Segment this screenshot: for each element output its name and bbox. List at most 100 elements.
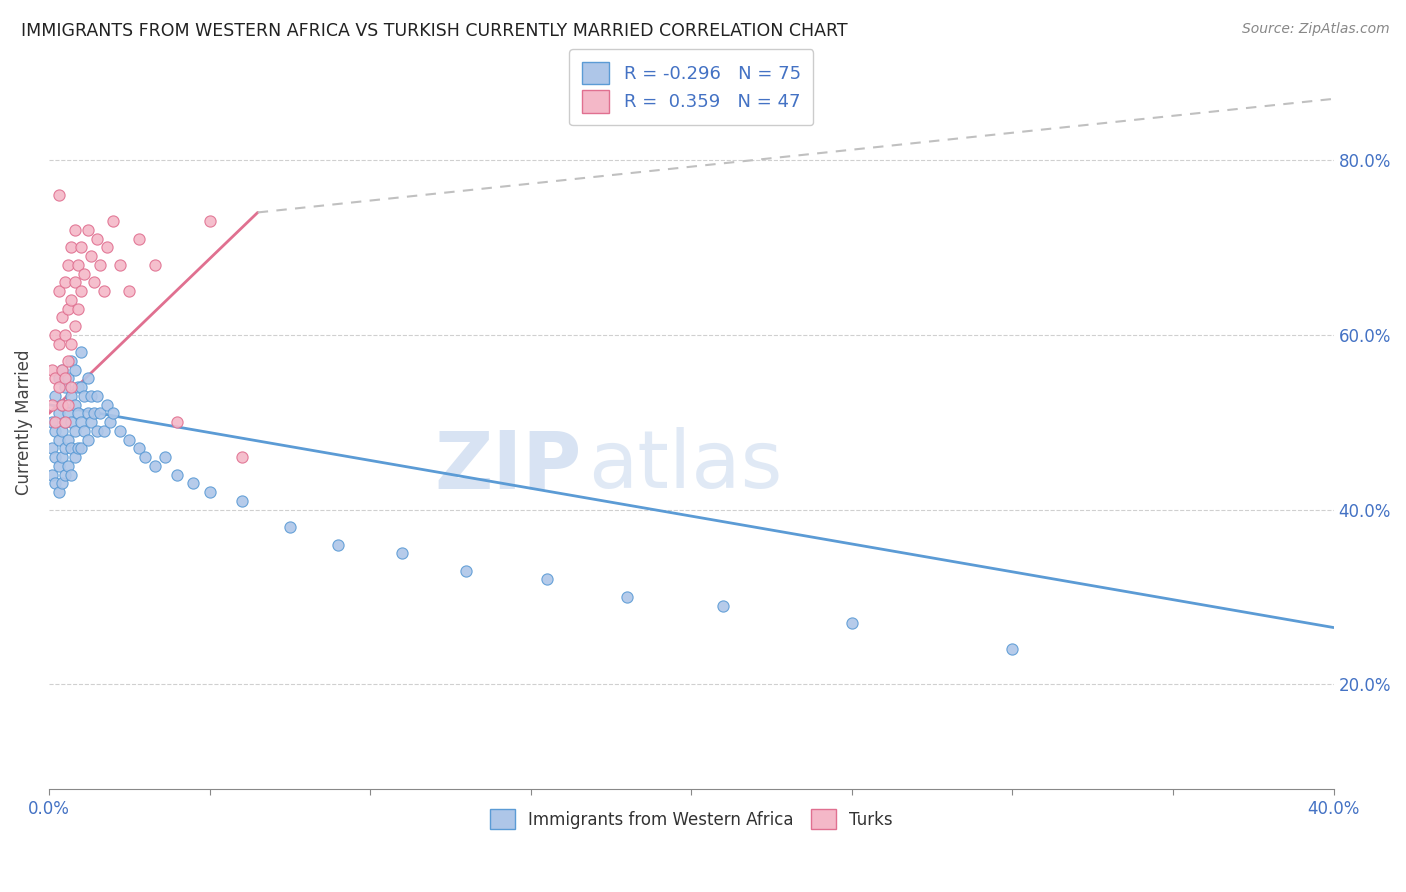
- Point: [51, 363, 73, 377]
- Point: [60, 467, 83, 482]
- Point: [118, 433, 141, 447]
- Point: [536, 573, 558, 587]
- Point: [60, 354, 83, 368]
- Point: [89, 258, 111, 272]
- Point: [96, 398, 118, 412]
- Point: [60, 336, 83, 351]
- Point: [66, 301, 89, 316]
- Point: [60, 442, 83, 456]
- Point: [134, 450, 156, 464]
- Point: [51, 310, 73, 325]
- Point: [73, 424, 96, 438]
- Point: [76, 371, 98, 385]
- Point: [103, 214, 125, 228]
- Point: [60, 380, 83, 394]
- Point: [41, 398, 63, 412]
- Text: atlas: atlas: [589, 427, 783, 505]
- Point: [58, 458, 80, 473]
- Point: [70, 415, 93, 429]
- Point: [51, 363, 73, 377]
- Point: [96, 240, 118, 254]
- Point: [53, 380, 76, 394]
- Point: [66, 442, 89, 456]
- Point: [48, 284, 70, 298]
- Point: [48, 406, 70, 420]
- Point: [70, 345, 93, 359]
- Point: [86, 232, 108, 246]
- Point: [58, 258, 80, 272]
- Point: [58, 371, 80, 385]
- Point: [48, 458, 70, 473]
- Point: [231, 493, 253, 508]
- Point: [143, 258, 166, 272]
- Point: [89, 406, 111, 420]
- Text: ZIP: ZIP: [434, 427, 582, 505]
- Text: IMMIGRANTS FROM WESTERN AFRICA VS TURKISH CURRENTLY MARRIED CORRELATION CHART: IMMIGRANTS FROM WESTERN AFRICA VS TURKIS…: [21, 22, 848, 40]
- Point: [48, 380, 70, 394]
- Point: [128, 442, 150, 456]
- Point: [48, 188, 70, 202]
- Point: [41, 415, 63, 429]
- Point: [58, 406, 80, 420]
- Point: [58, 398, 80, 412]
- Point: [616, 590, 638, 604]
- Point: [98, 415, 121, 429]
- Point: [41, 442, 63, 456]
- Point: [58, 301, 80, 316]
- Point: [51, 476, 73, 491]
- Point: [183, 476, 205, 491]
- Point: [86, 389, 108, 403]
- Point: [63, 363, 86, 377]
- Point: [166, 467, 188, 482]
- Point: [93, 424, 115, 438]
- Text: Source: ZipAtlas.com: Source: ZipAtlas.com: [1241, 22, 1389, 37]
- Point: [53, 371, 76, 385]
- Point: [198, 214, 221, 228]
- Point: [51, 450, 73, 464]
- Point: [51, 424, 73, 438]
- Point: [80, 415, 103, 429]
- Point: [60, 293, 83, 307]
- Y-axis label: Currently Married: Currently Married: [15, 350, 32, 495]
- Point: [166, 415, 188, 429]
- Point: [278, 520, 301, 534]
- Point: [326, 537, 349, 551]
- Point: [63, 450, 86, 464]
- Point: [76, 433, 98, 447]
- Point: [76, 223, 98, 237]
- Point: [63, 424, 86, 438]
- Point: [48, 371, 70, 385]
- Point: [456, 564, 478, 578]
- Point: [48, 433, 70, 447]
- Point: [58, 354, 80, 368]
- Point: [391, 546, 413, 560]
- Point: [153, 450, 176, 464]
- Point: [53, 467, 76, 482]
- Point: [63, 276, 86, 290]
- Point: [60, 240, 83, 254]
- Point: [44, 424, 66, 438]
- Point: [53, 276, 76, 290]
- Point: [108, 258, 131, 272]
- Point: [231, 450, 253, 464]
- Point: [48, 485, 70, 500]
- Point: [143, 458, 166, 473]
- Point: [73, 267, 96, 281]
- Point: [66, 258, 89, 272]
- Point: [60, 389, 83, 403]
- Point: [70, 442, 93, 456]
- Point: [58, 433, 80, 447]
- Point: [53, 327, 76, 342]
- Point: [80, 249, 103, 263]
- Point: [70, 380, 93, 394]
- Point: [63, 319, 86, 334]
- Point: [118, 284, 141, 298]
- Point: [66, 380, 89, 394]
- Point: [713, 599, 735, 613]
- Point: [53, 415, 76, 429]
- Point: [76, 406, 98, 420]
- Point: [1001, 642, 1024, 657]
- Point: [44, 450, 66, 464]
- Point: [93, 284, 115, 298]
- Point: [73, 389, 96, 403]
